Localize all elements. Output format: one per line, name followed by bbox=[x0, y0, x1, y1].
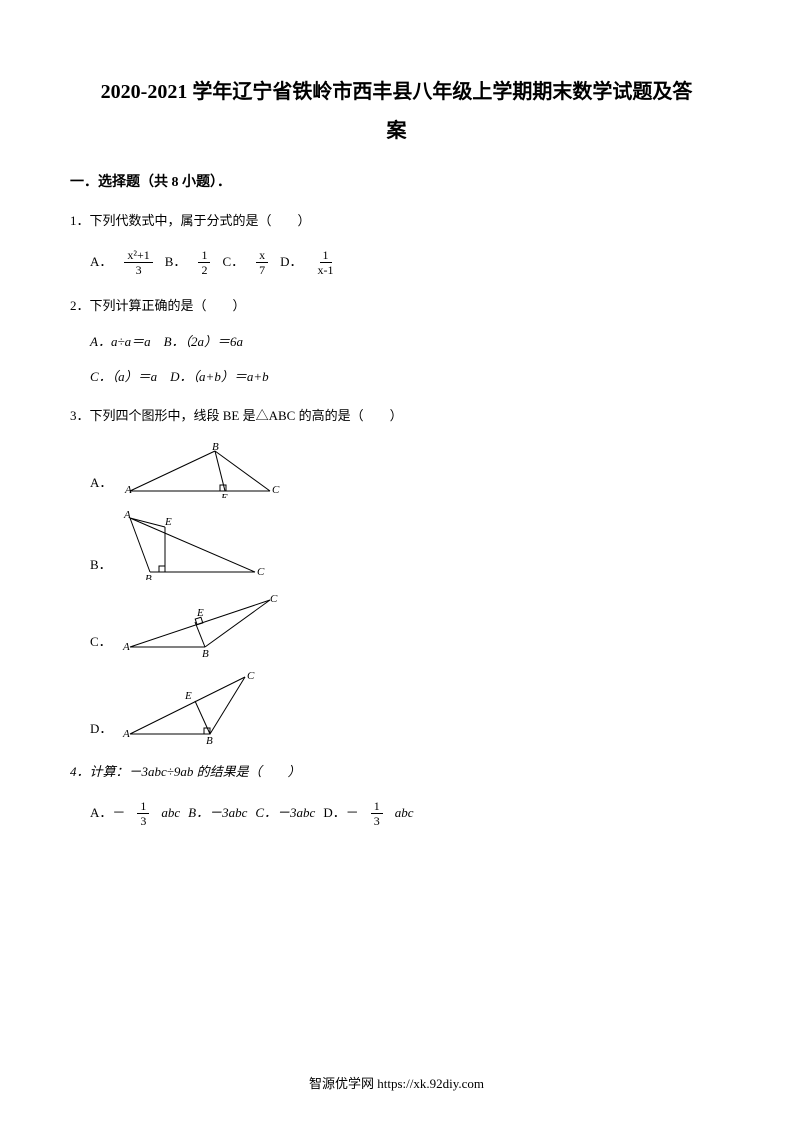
svg-text:B: B bbox=[212, 443, 219, 453]
svg-text:C: C bbox=[270, 593, 278, 605]
q4-optB: B．－3abc bbox=[188, 803, 247, 824]
q3-optB: B． A E B C bbox=[90, 510, 723, 580]
q1-fracD: 1 x-1 bbox=[315, 248, 337, 278]
section-header: 一．选择题（共 8 小题）． bbox=[70, 171, 723, 191]
q4-optD-label: D．－ bbox=[323, 803, 358, 824]
svg-text:E: E bbox=[184, 690, 192, 702]
q2-lineCD: C．（a）＝a D．（a+b）＝a+b bbox=[90, 367, 723, 388]
question-2: 2．下列计算正确的是（ ） A．a÷a＝a B．（2a）＝6a C．（a）＝a … bbox=[70, 296, 723, 388]
q4-optC: C．－3abc bbox=[255, 803, 315, 824]
svg-text:E: E bbox=[220, 492, 228, 498]
q4-optA-label: A．－ bbox=[90, 803, 125, 824]
svg-text:E: E bbox=[164, 516, 172, 528]
q3-optC-label: C． bbox=[90, 632, 112, 653]
title-line1: 2020-2021 学年辽宁省铁岭市西丰县八年级上学期期末数学试题及答 bbox=[70, 75, 723, 104]
q4-fracA: 1 3 bbox=[137, 799, 149, 829]
q4-options: A．－ 1 3 abc B．－3abc C．－3abc D．－ 1 3 abc bbox=[90, 799, 723, 829]
q3-diagramD: A B C E bbox=[120, 669, 270, 744]
q1-optB-label: B． bbox=[165, 252, 187, 273]
title-line2: 案 bbox=[70, 114, 723, 143]
svg-text:B: B bbox=[206, 735, 213, 744]
q3-diagramC: A B C E bbox=[120, 592, 280, 657]
q1-options: A． x²+1 3 B． 1 2 C． x 7 D． 1 x-1 bbox=[90, 248, 723, 278]
svg-text:E: E bbox=[196, 607, 204, 619]
svg-text:A: A bbox=[122, 728, 130, 740]
q1-optA-label: A． bbox=[90, 252, 112, 273]
q1-fracA: x²+1 3 bbox=[124, 248, 152, 278]
q3-diagramA: A B C E bbox=[120, 443, 280, 498]
q1-optD-label: D． bbox=[280, 252, 302, 273]
q3-optB-label: B． bbox=[90, 555, 112, 576]
question-4: 4．计算：－3abc÷9ab 的结果是（ ） A．－ 1 3 abc B．－3a… bbox=[70, 762, 723, 829]
footer: 智源优学网 https://xk.92diy.com bbox=[0, 1073, 793, 1092]
q3-diagramB: A E B C bbox=[120, 510, 270, 580]
svg-text:B: B bbox=[202, 648, 209, 657]
svg-text:B: B bbox=[145, 573, 152, 580]
q1-text: 1．下列代数式中，属于分式的是（ ） bbox=[70, 211, 723, 232]
svg-text:A: A bbox=[122, 641, 130, 653]
svg-text:A: A bbox=[123, 510, 131, 521]
q1-optC-label: C． bbox=[222, 252, 244, 273]
q4-fracD: 1 3 bbox=[371, 799, 383, 829]
svg-text:C: C bbox=[247, 670, 255, 682]
svg-text:A: A bbox=[124, 484, 132, 496]
q3-optC: C． A B C E bbox=[90, 592, 723, 657]
q4-afterA: abc bbox=[161, 803, 180, 824]
q3-optA-label: A． bbox=[90, 473, 112, 494]
q3-text: 3．下列四个图形中，线段 BE 是△ABC 的高的是（ ） bbox=[70, 406, 723, 427]
question-3: 3．下列四个图形中，线段 BE 是△ABC 的高的是（ ） A． A B C E… bbox=[70, 406, 723, 744]
svg-text:C: C bbox=[272, 484, 280, 496]
q3-optD: D． A B C E bbox=[90, 669, 723, 744]
q2-lineAB: A．a÷a＝a B．（2a）＝6a bbox=[90, 332, 723, 353]
question-1: 1．下列代数式中，属于分式的是（ ） A． x²+1 3 B． 1 2 C． x… bbox=[70, 211, 723, 278]
q4-text: 4．计算：－3abc÷9ab 的结果是（ ） bbox=[70, 762, 723, 783]
q1-fracC: x 7 bbox=[256, 248, 268, 278]
q3-optD-label: D． bbox=[90, 719, 112, 740]
svg-text:C: C bbox=[257, 566, 265, 578]
q4-afterD: abc bbox=[395, 803, 414, 824]
q3-optA: A． A B C E bbox=[90, 443, 723, 498]
q1-fracB: 1 2 bbox=[198, 248, 210, 278]
q2-text: 2．下列计算正确的是（ ） bbox=[70, 296, 723, 317]
